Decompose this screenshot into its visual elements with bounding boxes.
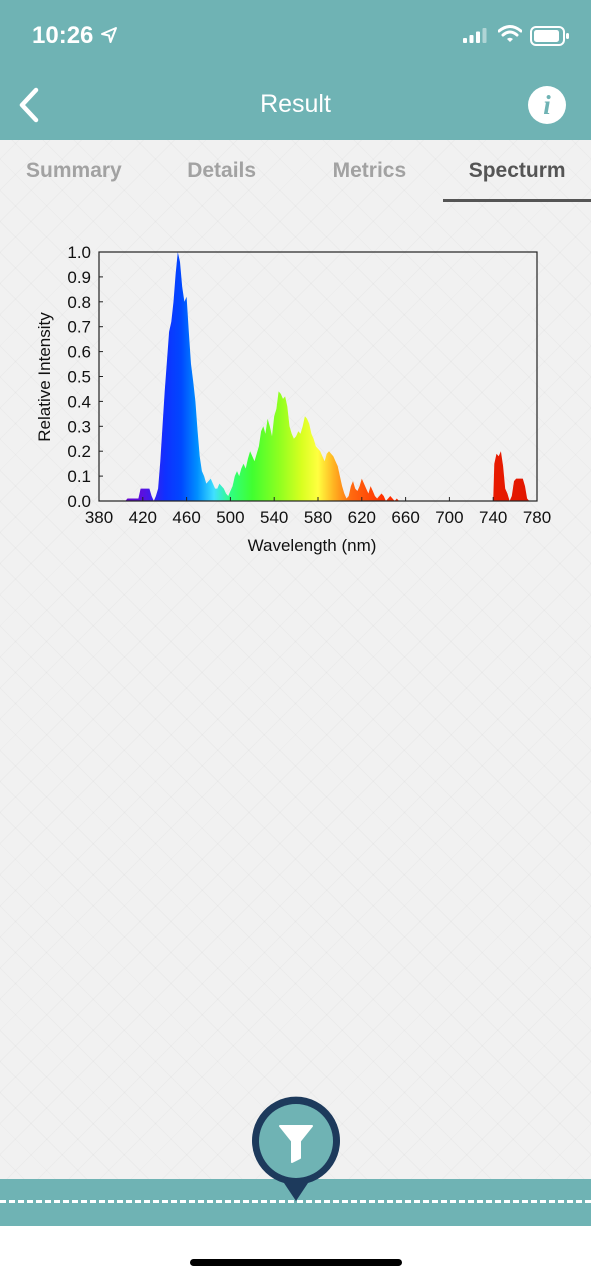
spectrum-chart-container: 380 420 460 500 540 580 620 660 700 740 780 0.0 0.1 0… [0, 210, 591, 570]
x-tick-label: 500 [216, 508, 244, 527]
spectrum-area [118, 252, 532, 501]
y-tick-label: 0.5 [67, 368, 91, 387]
info-icon: i [543, 89, 551, 120]
tab-spectrum[interactable]: Specturm [443, 140, 591, 202]
tab-summary[interactable]: Summary [26, 159, 122, 182]
y-tick-label: 0.7 [67, 318, 91, 337]
y-tick-label: 0.1 [67, 467, 91, 486]
chevron-left-icon [19, 87, 39, 123]
filter-button[interactable] [251, 1096, 341, 1202]
wifi-icon [498, 25, 522, 42]
dashed-divider [0, 1200, 591, 1203]
x-tick-label: 780 [523, 508, 551, 527]
home-indicator [190, 1259, 402, 1266]
x-tick-label: 540 [260, 508, 288, 527]
nav-bar: Result i [0, 70, 591, 140]
x-tick-label: 580 [304, 508, 332, 527]
x-tick-label: 460 [172, 508, 200, 527]
location-arrow-icon [101, 27, 117, 43]
x-tick-label: 420 [129, 508, 157, 527]
x-tick-label: 740 [479, 508, 507, 527]
y-tick-label: 0.4 [67, 392, 91, 411]
info-button[interactable]: i [528, 86, 566, 124]
x-tick-label: 380 [85, 508, 113, 527]
y-tick-label: 0.2 [67, 442, 91, 461]
battery-icon [530, 26, 569, 46]
back-button[interactable] [6, 82, 52, 128]
home-area [0, 1226, 591, 1280]
y-tick-label: 0.3 [67, 417, 91, 436]
x-axis-label: Wavelength (nm) [248, 536, 377, 555]
y-tick-label: 0.0 [67, 492, 91, 511]
x-tick-label: 620 [348, 508, 376, 527]
status-time: 10:26 [32, 22, 94, 49]
status-bar: 10:26 [0, 0, 591, 70]
y-axis-label: Relative Intensity [35, 312, 54, 442]
y-tick-label: 1.0 [67, 243, 91, 262]
tab-metrics[interactable]: Metrics [332, 159, 407, 182]
tab-bar: Summary Details Metrics Specturm [0, 140, 591, 202]
y-tick-label: 0.6 [67, 343, 91, 362]
x-tick-label: 700 [435, 508, 463, 527]
x-tick-label: 660 [391, 508, 419, 527]
spectrum-chart: 380 420 460 500 540 580 620 660 700 740 780 0.0 0.1 0… [35, 243, 551, 555]
funnel-icon [279, 1125, 313, 1163]
y-tick-label: 0.8 [67, 293, 91, 312]
axis-ticks: 380 420 460 500 540 580 620 660 700 740 780 0.0 0.1 0… [67, 243, 551, 527]
y-tick-label: 0.9 [67, 268, 91, 287]
page-title: Result [260, 90, 331, 118]
tab-details[interactable]: Details [187, 159, 257, 182]
spectrum-series-0 [118, 252, 532, 501]
cellular-signal-icon [463, 28, 487, 43]
